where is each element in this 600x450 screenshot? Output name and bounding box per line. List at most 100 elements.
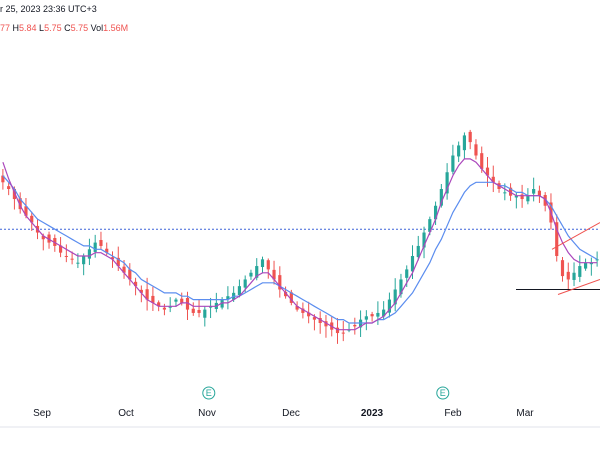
candle[interactable] xyxy=(474,139,478,160)
candle[interactable] xyxy=(272,260,276,285)
candle[interactable] xyxy=(589,257,593,276)
earnings-icon xyxy=(202,386,216,400)
candle-body xyxy=(335,327,340,334)
channel-upper-line[interactable] xyxy=(551,222,600,250)
candle-body xyxy=(485,167,490,176)
candle[interactable] xyxy=(151,286,155,312)
candle-body xyxy=(7,186,11,189)
candle[interactable] xyxy=(226,286,230,310)
candle-body xyxy=(312,317,317,320)
earnings-marker[interactable]: E xyxy=(436,386,450,400)
candle[interactable] xyxy=(572,262,576,287)
earnings-label: E xyxy=(206,388,212,398)
candle[interactable] xyxy=(353,317,357,335)
candle[interactable] xyxy=(364,310,368,331)
candle[interactable] xyxy=(1,168,5,190)
candle[interactable] xyxy=(520,184,524,208)
candle[interactable] xyxy=(82,253,86,276)
candle-body xyxy=(255,266,259,278)
candle-body xyxy=(405,269,409,278)
candle[interactable] xyxy=(422,226,426,259)
channel-lower-line[interactable] xyxy=(557,279,600,295)
candle[interactable] xyxy=(18,192,22,214)
candle[interactable] xyxy=(457,141,461,163)
candle[interactable] xyxy=(249,269,253,280)
candle[interactable] xyxy=(168,297,172,313)
candle[interactable] xyxy=(7,182,11,196)
candle[interactable] xyxy=(416,235,420,261)
candle[interactable] xyxy=(278,266,282,298)
candle[interactable] xyxy=(358,310,363,337)
candle[interactable] xyxy=(335,318,340,344)
candle[interactable] xyxy=(197,299,201,318)
candle[interactable] xyxy=(266,258,270,279)
x-tick-label: Feb xyxy=(444,408,462,419)
candle[interactable] xyxy=(583,258,588,271)
candle[interactable] xyxy=(370,311,374,322)
candle[interactable] xyxy=(387,292,392,318)
candle[interactable] xyxy=(301,302,305,319)
candle-body xyxy=(555,222,559,256)
candle[interactable] xyxy=(30,211,34,231)
candle[interactable] xyxy=(347,323,351,333)
candle[interactable] xyxy=(162,303,167,316)
candle[interactable] xyxy=(376,301,380,325)
candle[interactable] xyxy=(491,165,495,193)
candle[interactable] xyxy=(393,278,397,312)
earnings-icon xyxy=(436,386,450,400)
candle[interactable] xyxy=(214,292,218,313)
candle[interactable] xyxy=(70,251,74,265)
candle[interactable] xyxy=(462,132,467,160)
candle[interactable] xyxy=(560,257,565,282)
candle[interactable] xyxy=(537,185,542,203)
candle[interactable] xyxy=(566,262,570,291)
candle[interactable] xyxy=(324,314,328,338)
candle-body xyxy=(457,145,461,157)
candle[interactable] xyxy=(318,311,322,334)
candle[interactable] xyxy=(47,231,51,249)
candle[interactable] xyxy=(58,237,63,258)
candle-body xyxy=(532,189,536,194)
candle[interactable] xyxy=(203,306,207,327)
candle[interactable] xyxy=(64,244,68,263)
candle-body xyxy=(560,260,565,277)
candle-body xyxy=(433,205,438,220)
candle[interactable] xyxy=(174,297,178,307)
candle[interactable] xyxy=(237,279,242,298)
candle[interactable] xyxy=(87,238,92,266)
candle-body xyxy=(283,291,288,297)
candle-body xyxy=(410,256,415,272)
candle[interactable] xyxy=(532,177,536,202)
candle[interactable] xyxy=(468,129,472,150)
candle[interactable] xyxy=(433,201,438,226)
candle-body xyxy=(93,242,97,252)
candle[interactable] xyxy=(93,234,97,258)
ohlc-label: H xyxy=(10,23,19,33)
candle-body xyxy=(12,188,17,200)
candle[interactable] xyxy=(12,186,17,210)
candle[interactable] xyxy=(341,320,345,342)
candle-body xyxy=(491,176,495,183)
candle[interactable] xyxy=(191,302,195,316)
candle[interactable] xyxy=(445,163,449,200)
candle[interactable] xyxy=(128,263,132,286)
candle[interactable] xyxy=(555,214,559,262)
candle[interactable] xyxy=(451,144,455,175)
candle[interactable] xyxy=(99,231,103,249)
candle[interactable] xyxy=(208,297,213,319)
earnings-marker[interactable]: E xyxy=(202,386,216,400)
x-tick-label: Sep xyxy=(33,408,51,419)
candle-body xyxy=(116,257,120,267)
candle-body xyxy=(474,144,478,156)
candle[interactable] xyxy=(578,255,582,283)
candle-body xyxy=(462,135,467,151)
ohlc-value: 1.56M xyxy=(103,23,128,33)
candle[interactable] xyxy=(260,256,265,274)
candle-body xyxy=(278,275,282,290)
candle-body xyxy=(87,249,92,259)
candle-body xyxy=(578,266,582,277)
candle-body xyxy=(480,153,484,169)
